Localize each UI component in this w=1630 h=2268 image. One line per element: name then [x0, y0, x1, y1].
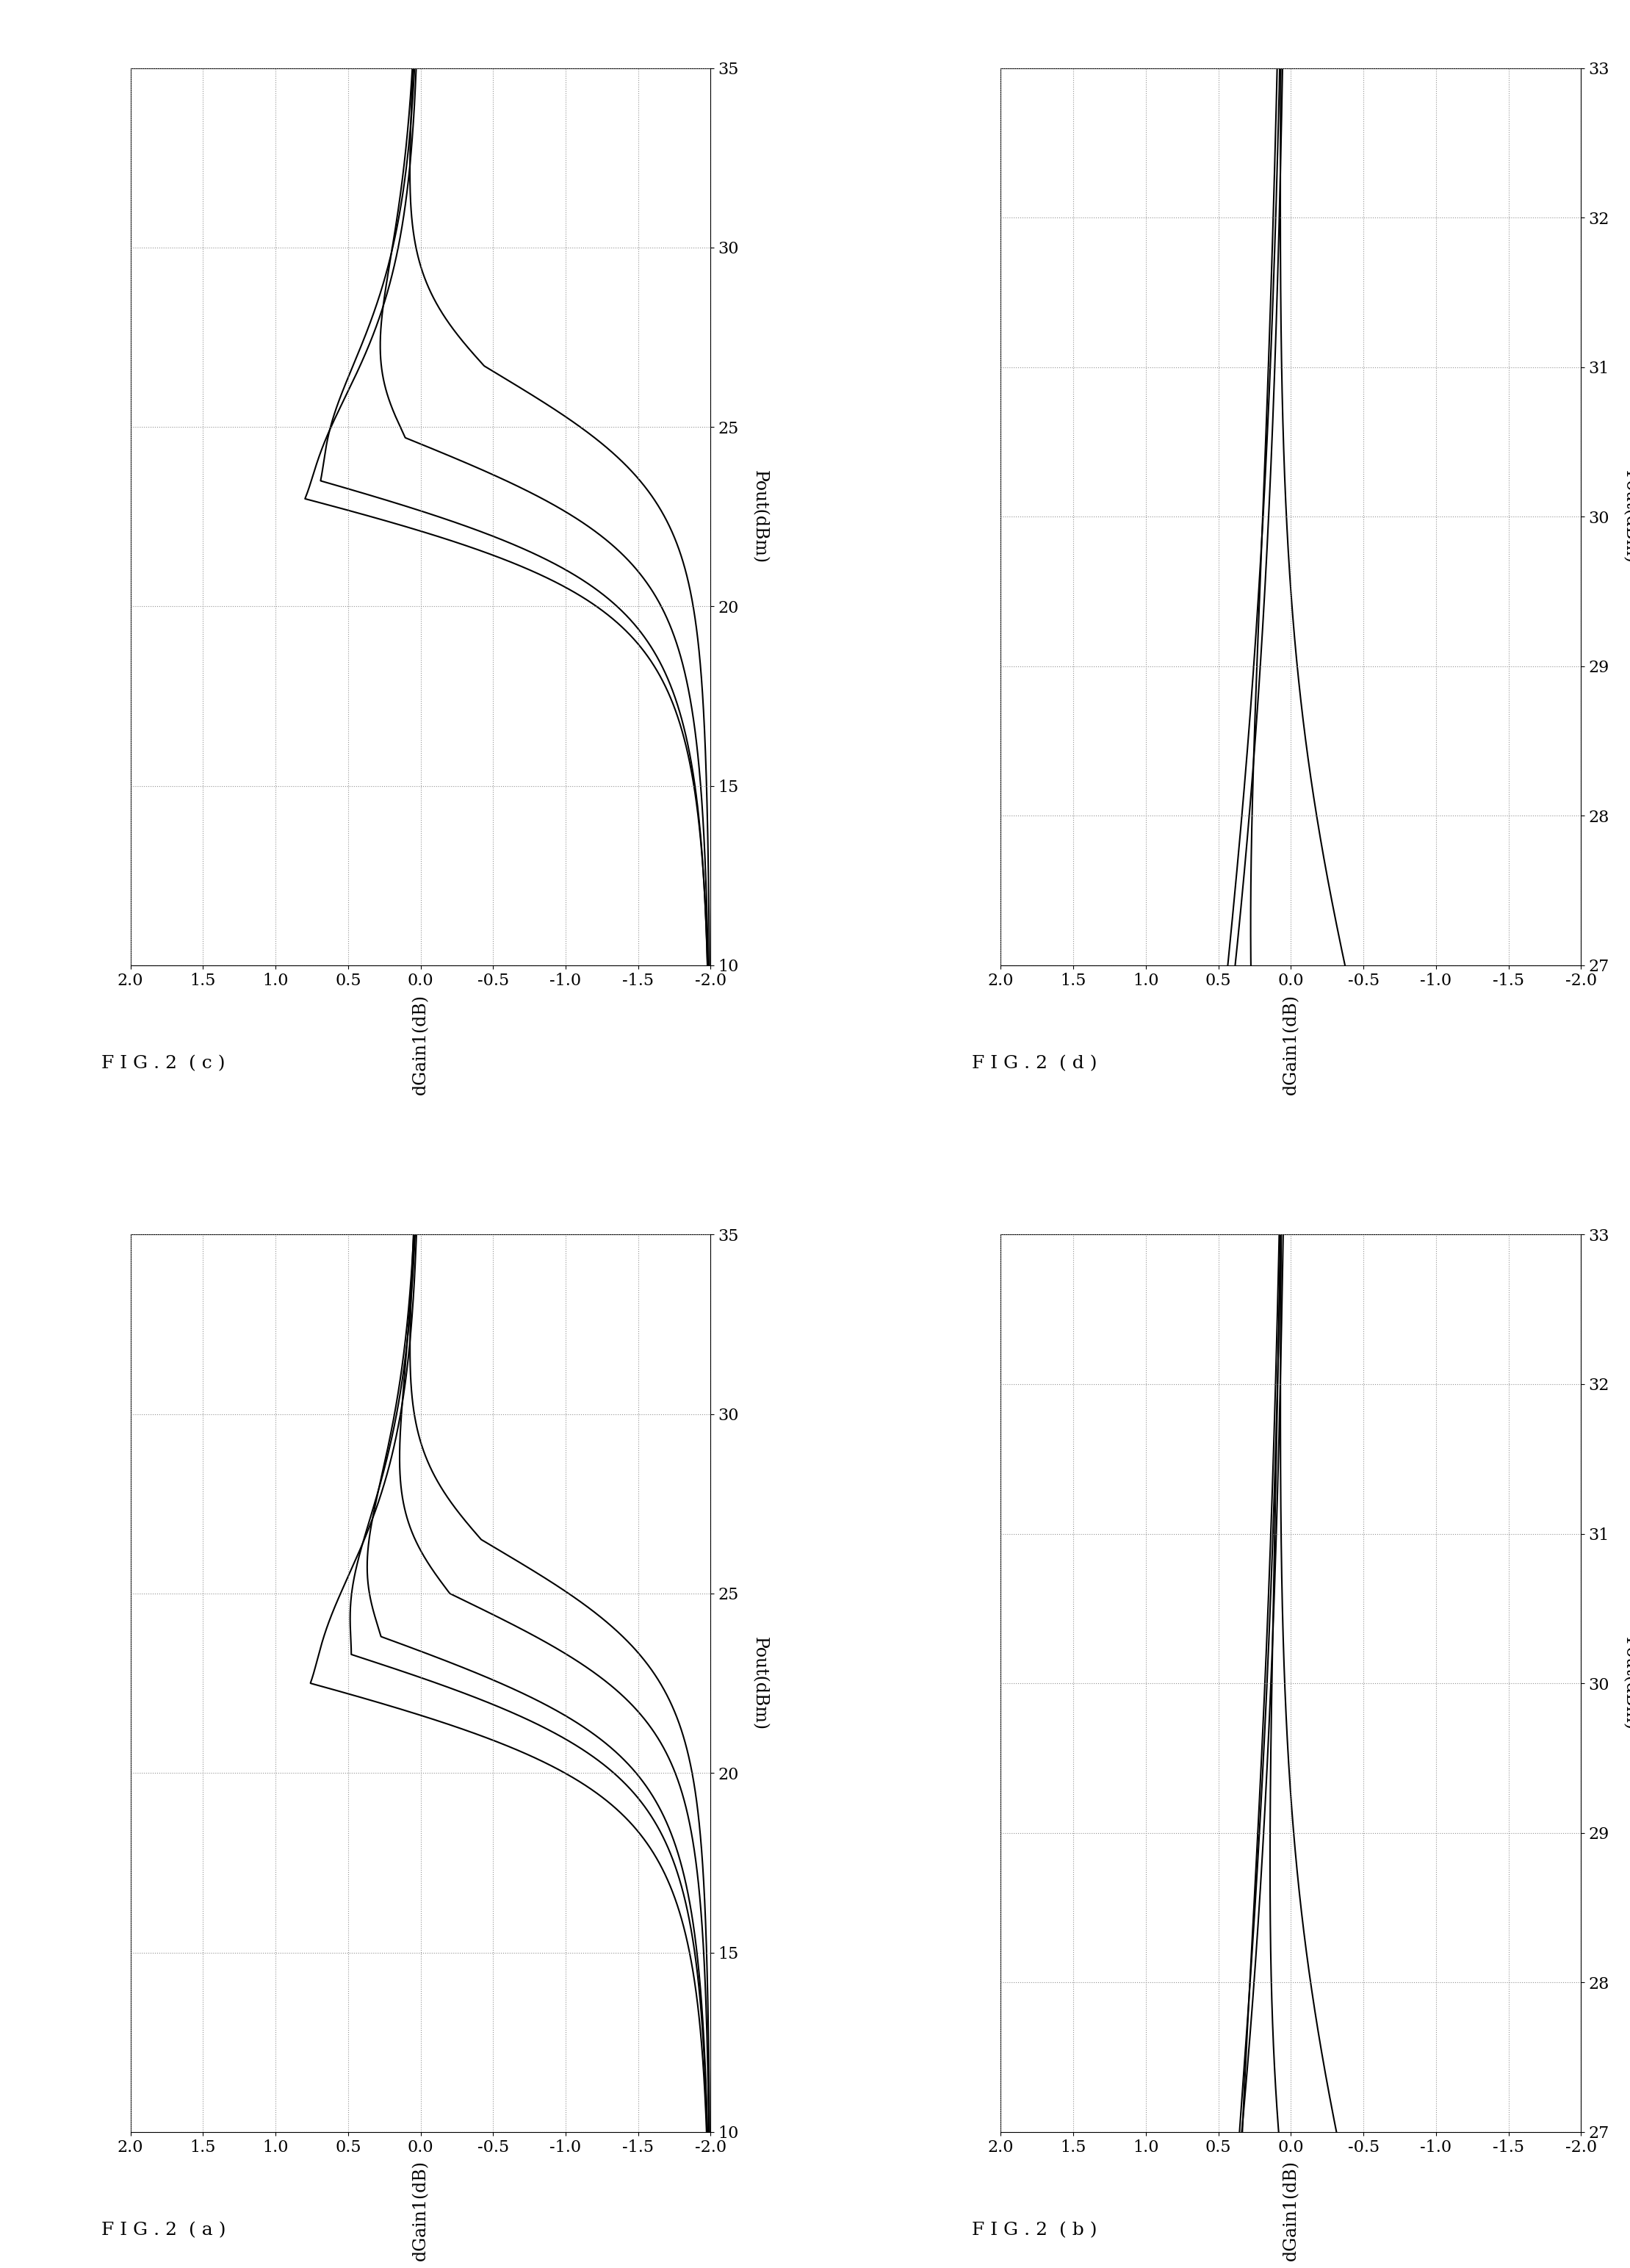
Y-axis label: Pout(dBm): Pout(dBm) [751, 1637, 768, 1730]
Y-axis label: Pout(dBm): Pout(dBm) [1622, 1637, 1630, 1730]
X-axis label: dGain1(dB): dGain1(dB) [412, 993, 429, 1095]
X-axis label: dGain1(dB): dGain1(dB) [1283, 993, 1299, 1095]
Text: F I G . 2  ( d ): F I G . 2 ( d ) [971, 1055, 1097, 1073]
Text: F I G . 2  ( c ): F I G . 2 ( c ) [101, 1055, 225, 1073]
X-axis label: dGain1(dB): dGain1(dB) [412, 2161, 429, 2261]
Y-axis label: Pout(dBm): Pout(dBm) [751, 469, 768, 562]
Text: F I G . 2  ( a ): F I G . 2 ( a ) [101, 2223, 227, 2239]
Text: F I G . 2  ( b ): F I G . 2 ( b ) [971, 2223, 1097, 2239]
Y-axis label: Pout(dBm): Pout(dBm) [1622, 469, 1630, 562]
X-axis label: dGain1(dB): dGain1(dB) [1283, 2161, 1299, 2261]
